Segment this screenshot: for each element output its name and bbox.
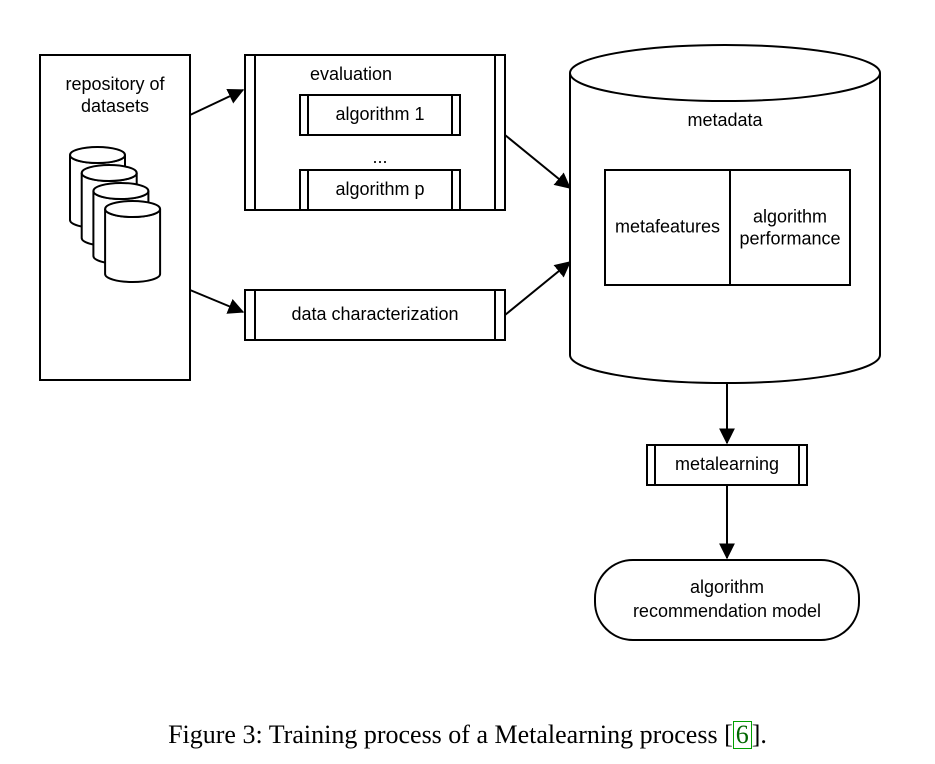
data-characterization-label: data characterization	[291, 304, 458, 324]
algorithm-performance-label-2: performance	[739, 228, 840, 248]
citation-link[interactable]: 6	[733, 721, 752, 749]
edge-arrow	[505, 262, 570, 315]
recommendation-label-2: recommendation model	[633, 601, 821, 621]
repository-label: repository of	[65, 74, 165, 94]
figure-caption: Figure 3: Training process of a Metalear…	[0, 720, 935, 750]
algorithm-performance-label-1: algorithm	[753, 206, 827, 226]
recommendation-label-1: algorithm	[690, 577, 764, 597]
edge-arrow	[190, 290, 243, 312]
algorithm-1-label: algorithm 1	[335, 104, 424, 124]
dataset-cylinder-icon	[105, 201, 160, 282]
evaluation-label: evaluation	[310, 64, 392, 84]
edge-arrow	[190, 90, 243, 115]
repository-label-2: datasets	[81, 96, 149, 116]
algorithm-ellipsis: ...	[372, 147, 387, 167]
metafeatures-label: metafeatures	[615, 216, 720, 236]
metalearning-label: metalearning	[675, 454, 779, 474]
edge-arrow	[505, 135, 570, 188]
caption-text-suffix: ].	[752, 720, 767, 749]
caption-text-prefix: Figure 3: Training process of a Metalear…	[168, 720, 733, 749]
algorithm-p-label: algorithm p	[335, 179, 424, 199]
metadata-label: metadata	[687, 110, 763, 130]
